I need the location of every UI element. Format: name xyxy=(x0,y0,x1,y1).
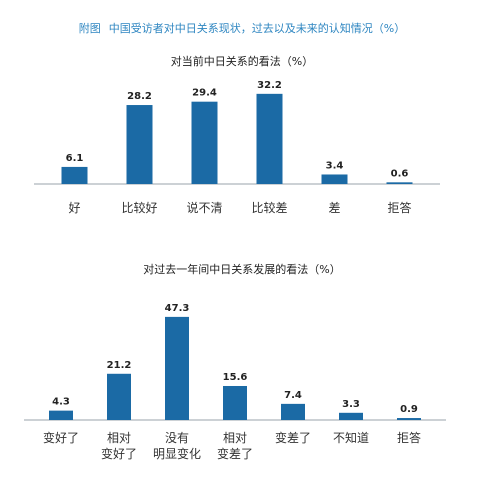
chart-bottom-bar-5 xyxy=(339,412,363,420)
chart-top-bar-4 xyxy=(321,174,348,184)
chart-bottom-value-label-1: 21.2 xyxy=(107,360,132,371)
chart-bottom-category-label-3-line-0: 相对 xyxy=(223,431,247,445)
chart-top-title: 对当前中日关系的看法（%） xyxy=(170,55,314,68)
chart-bottom-category-label-2-line-0: 没有 xyxy=(165,430,189,445)
chart-top-value-label-4: 3.4 xyxy=(326,160,344,171)
chart-top-category-label-3: 比较差 xyxy=(251,200,287,215)
chart-bottom-category-label-3-line-1: 变差了 xyxy=(217,446,253,461)
chart-bottom-bar-1 xyxy=(107,373,131,420)
chart-top-category-label-4: 差 xyxy=(328,201,340,215)
chart-top-bar-3 xyxy=(256,93,283,184)
chart-bottom-value-label-3: 15.6 xyxy=(223,372,248,383)
chart-bottom-title: 对过去一年间中日关系发展的看法（%） xyxy=(143,263,341,276)
figure-prefix: 附图 xyxy=(78,22,101,35)
chart-top-value-label-1: 28.2 xyxy=(127,91,152,102)
chart-top-value-label-0: 6.1 xyxy=(66,153,84,164)
chart-bottom-value-label-2: 47.3 xyxy=(165,303,190,314)
chart-top-value-label-2: 29.4 xyxy=(192,88,217,99)
chart-bottom-bar-3 xyxy=(223,385,247,420)
chart-bottom-value-label-5: 3.3 xyxy=(342,399,360,410)
chart-bottom-bar-2 xyxy=(165,316,189,420)
chart-bottom-category-label-2-line-1: 明显变化 xyxy=(153,446,201,461)
chart-top-bar-1 xyxy=(126,105,153,184)
chart-top-category-label-0: 好 xyxy=(68,201,80,215)
chart-bottom-bar-0 xyxy=(49,410,73,420)
chart-top-category-label-2: 说不清 xyxy=(186,200,222,215)
figure-title-text: 中国受访者对中日关系现状，过去以及未来的认知情况（%） xyxy=(108,22,406,35)
chart-bottom-value-label-6: 0.9 xyxy=(400,404,418,415)
chart-top-category-label-1: 比较好 xyxy=(121,200,157,215)
chart-bottom-bar-6 xyxy=(397,418,421,420)
chart-bottom-value-label-4: 7.4 xyxy=(284,390,302,401)
chart-bottom-category-label-0: 变好了 xyxy=(43,430,79,445)
chart-top-bar-5 xyxy=(386,182,413,184)
chart-top-value-label-5: 0.6 xyxy=(391,168,409,179)
chart-bottom-value-label-0: 4.3 xyxy=(52,397,70,408)
figure-title: 附图 中国受访者对中日关系现状，过去以及未来的认知情况（%） xyxy=(0,20,484,36)
chart-bottom-category-label-6: 拒答 xyxy=(397,430,421,445)
chart-bottom-bar-4 xyxy=(281,403,305,420)
chart-top-bar-0 xyxy=(61,166,88,184)
chart-bottom-category-label-1-line-1: 变好了 xyxy=(101,446,137,461)
chart-top-bar-2 xyxy=(191,101,218,184)
chart-bottom-category-label-1-line-0: 相对 xyxy=(107,431,131,445)
chart-bottom-category-label-4: 变差了 xyxy=(275,430,311,445)
chart-bottom-category-label-5: 不知道 xyxy=(333,431,369,445)
chart-top-value-label-3: 32.2 xyxy=(257,80,282,91)
chart-top-category-label-5: 拒答 xyxy=(387,200,411,215)
